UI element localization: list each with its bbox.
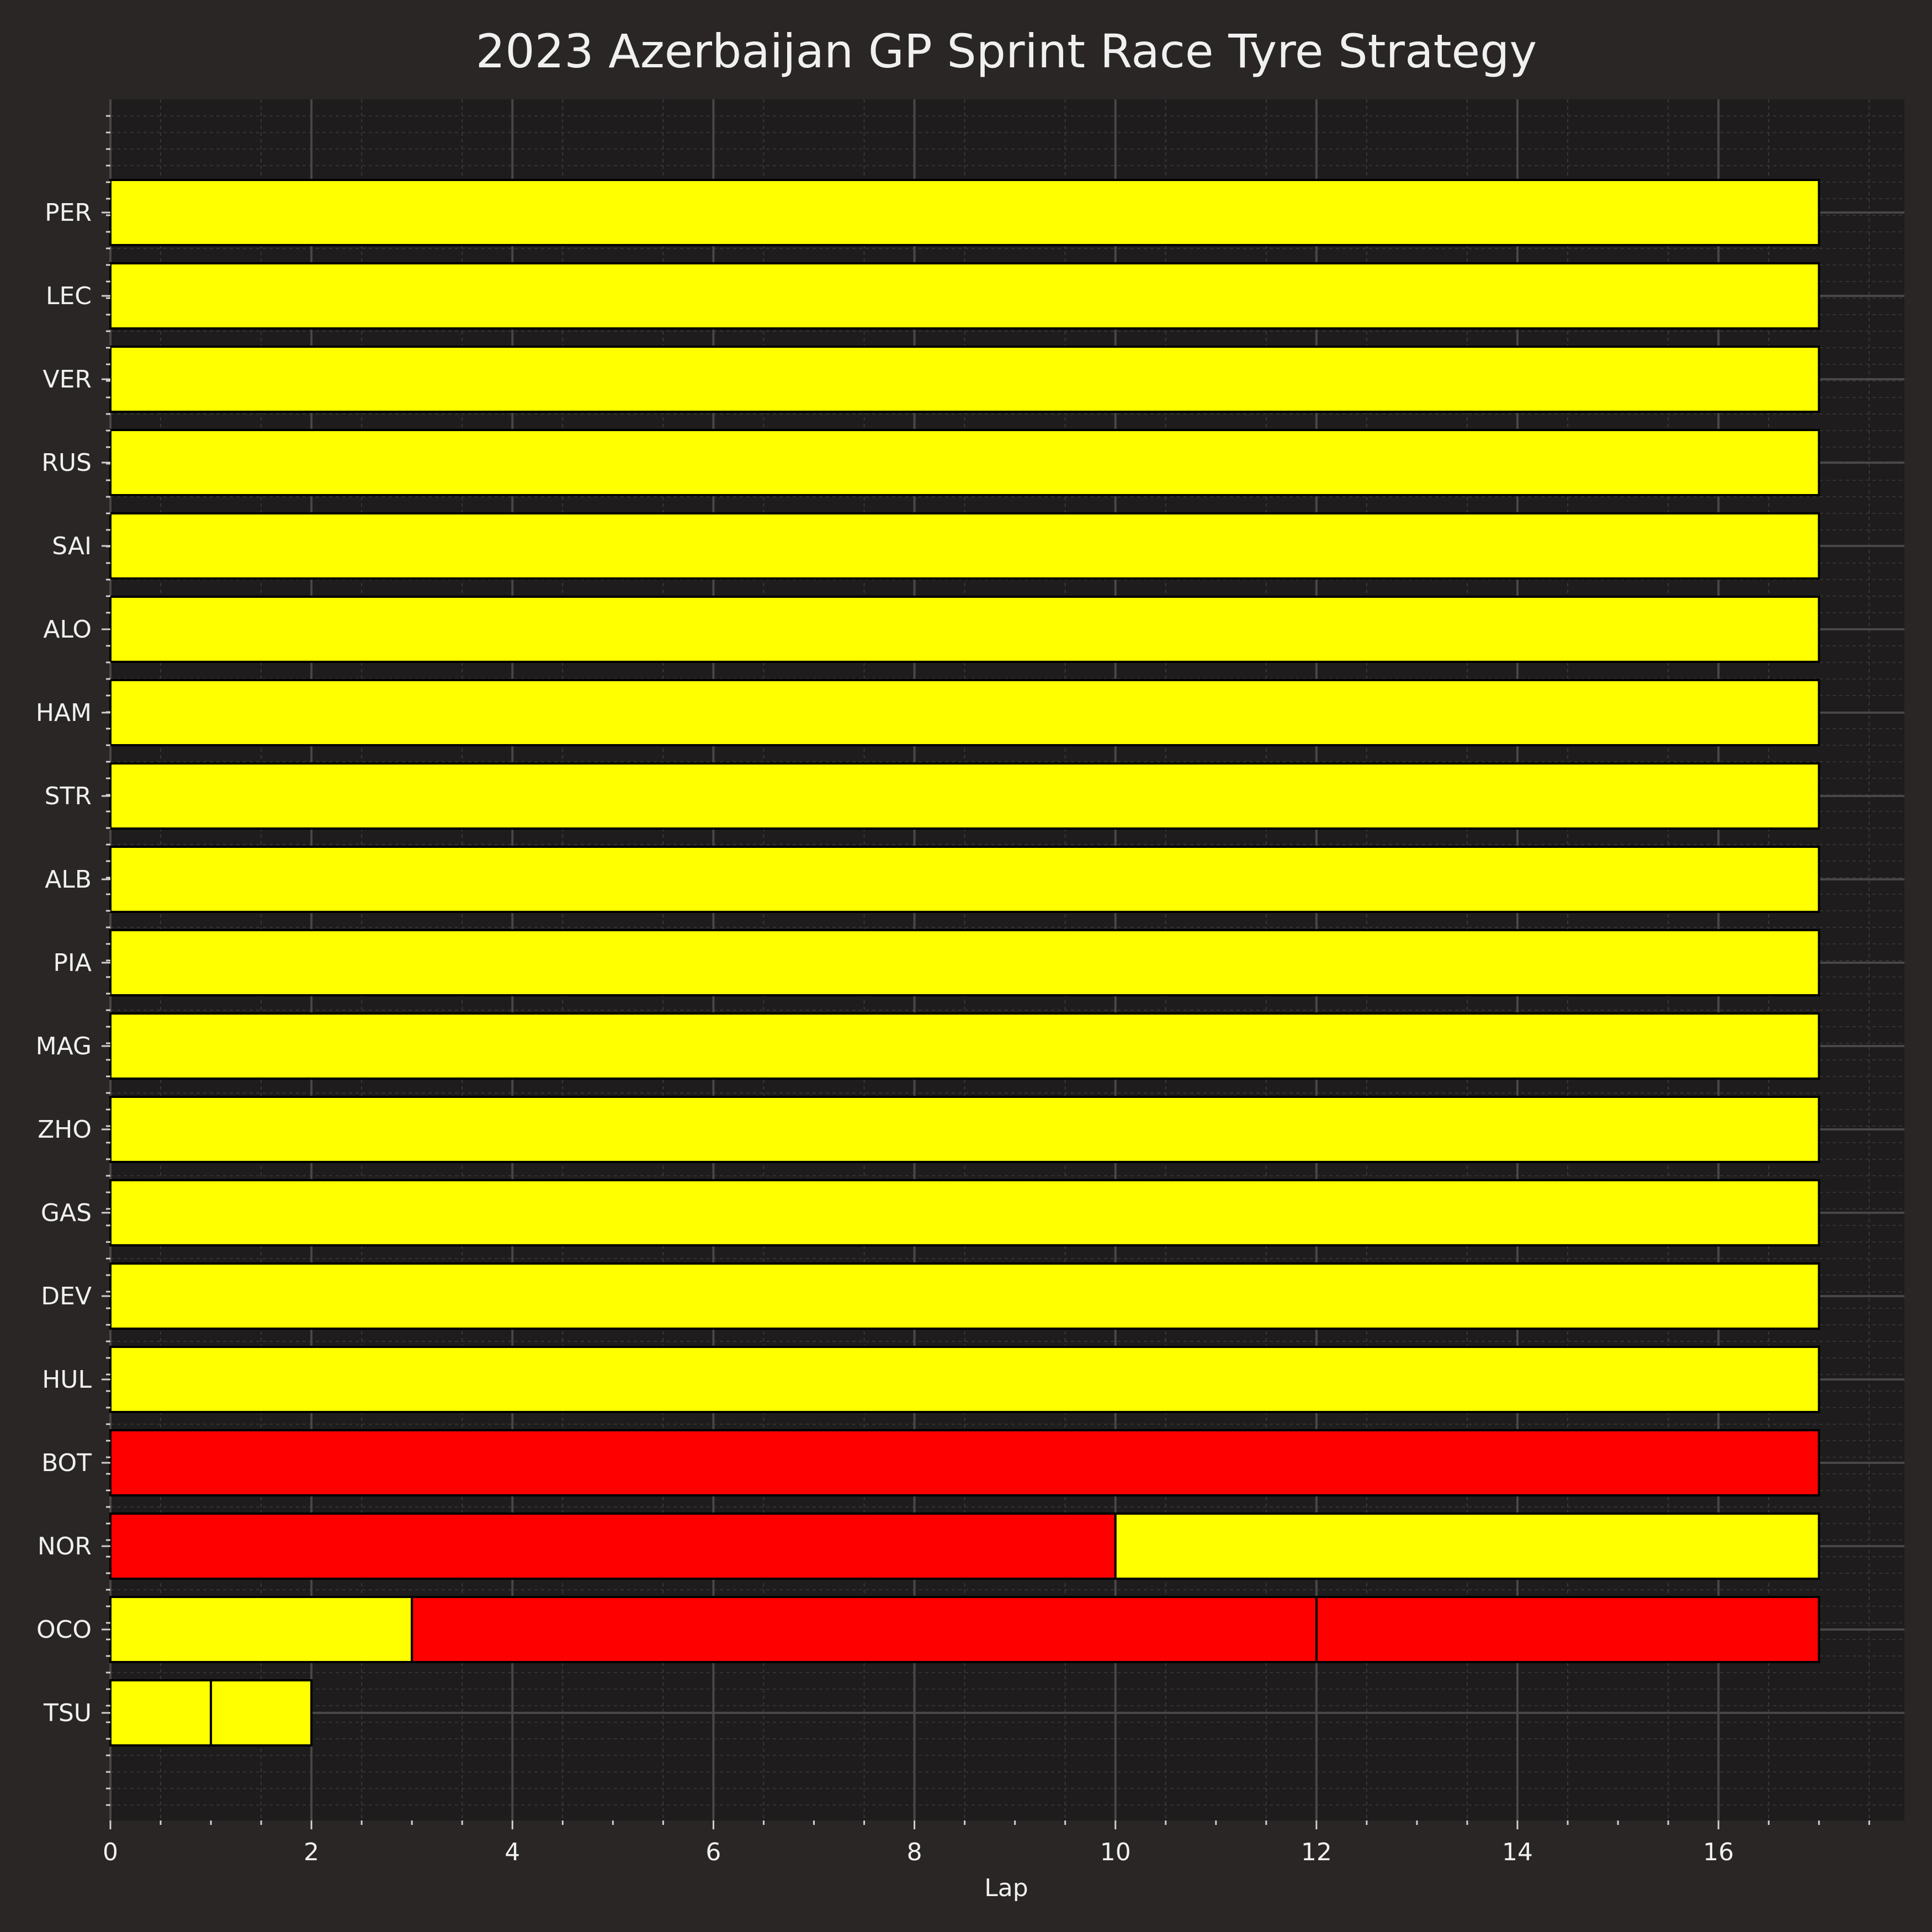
y-tick-label-per: PER [45, 199, 92, 227]
y-tick-label-gas: GAS [41, 1199, 92, 1227]
x-tick-label: 0 [103, 1838, 118, 1866]
y-tick-label-sai: SAI [52, 532, 92, 560]
stint-bar-zho-1 [109, 1096, 1820, 1163]
x-tick-label: 14 [1502, 1838, 1533, 1866]
x-axis: 0 2 4 6 8 10 12 14 16 [103, 1820, 1870, 1866]
y-tick-label-nor: NOR [38, 1532, 92, 1561]
stint-bar-bot-1 [109, 1429, 1820, 1496]
x-tick-label: 12 [1301, 1838, 1332, 1866]
y-tick-label-oco: OCO [36, 1616, 92, 1644]
stint-bar-pia-1 [109, 929, 1820, 996]
stint-bar-oco-2 [411, 1596, 1318, 1663]
x-tick-label: 16 [1703, 1838, 1734, 1866]
stint-bar-rus-1 [109, 429, 1820, 496]
stint-bar-alo-1 [109, 596, 1820, 663]
stint-bar-tsu-1 [109, 1679, 213, 1747]
y-tick-label-zho: ZHO [38, 1116, 92, 1144]
y-axis: PER LEC VER RUS SAI ALO HAM STR ALB PIA MAG ZHO GAS D… [36, 115, 110, 1806]
y-tick-label-lec: LEC [46, 282, 92, 310]
y-tick-label-hul: HUL [42, 1366, 92, 1394]
stint-bar-str-1 [109, 762, 1820, 830]
y-tick-label-ver: VER [43, 365, 92, 394]
stint-bar-ham-1 [109, 679, 1820, 746]
x-tick-label: 4 [505, 1838, 520, 1866]
y-tick-label-dev: DEV [41, 1282, 92, 1310]
y-tick-label-bot: BOT [41, 1449, 92, 1477]
stint-bar-oco-3 [1315, 1596, 1820, 1663]
stint-bar-sai-1 [109, 512, 1820, 580]
stint-bar-dev-1 [109, 1262, 1820, 1330]
stint-bar-alb-1 [109, 846, 1820, 913]
chart-title: 2023 Azerbaijan GP Sprint Race Tyre Stra… [476, 24, 1537, 78]
y-tick-label-alb: ALB [45, 866, 92, 894]
x-tick-label: 10 [1100, 1838, 1131, 1866]
x-axis-label: Lap [984, 1874, 1028, 1902]
y-tick-label-str: STR [45, 782, 92, 810]
stint-bar-gas-1 [109, 1179, 1820, 1246]
stint-bar-per-1 [109, 179, 1820, 246]
stint-bar-nor-2 [1114, 1512, 1820, 1580]
stint-bar-mag-1 [109, 1012, 1820, 1080]
stint-bar-lec-1 [109, 262, 1820, 330]
y-tick-label-rus: RUS [41, 449, 92, 477]
stint-bar-tsu-2 [210, 1679, 313, 1747]
y-tick-label-tsu: TSU [43, 1699, 92, 1727]
y-tick-label-alo: ALO [43, 615, 92, 644]
x-tick-label: 6 [705, 1838, 721, 1866]
stint-bar-nor-1 [109, 1512, 1117, 1580]
y-tick-label-mag: MAG [36, 1032, 92, 1060]
x-tick-label: 2 [304, 1838, 319, 1866]
stint-bar-ver-1 [109, 346, 1820, 413]
stint-bar-oco-1 [109, 1596, 413, 1663]
x-tick-label: 8 [907, 1838, 922, 1866]
y-tick-label-ham: HAM [36, 699, 92, 727]
y-tick-label-pia: PIA [53, 949, 92, 977]
stint-bar-hul-1 [109, 1346, 1820, 1413]
